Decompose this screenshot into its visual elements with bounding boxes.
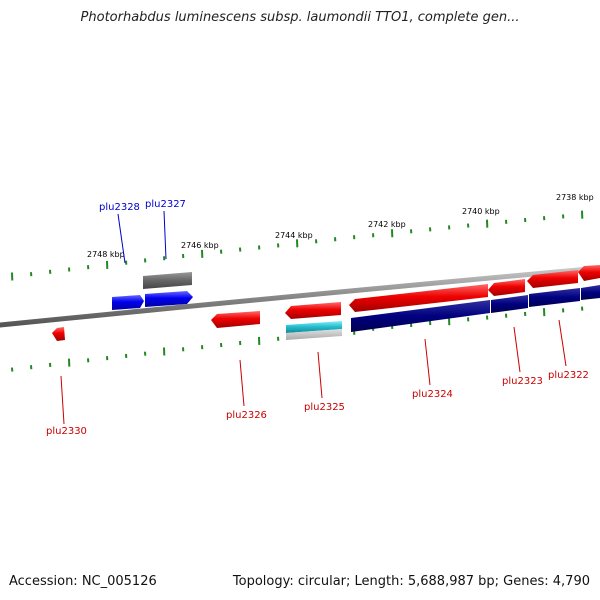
- outer-tick-ring: [11, 210, 584, 281]
- scale-label-2738: 2738 kbp: [556, 193, 594, 202]
- leader-plu2322: [558, 319, 567, 367]
- label-plu2327[interactable]: plu2327: [145, 199, 186, 210]
- accession-label: Accession: NC_005126: [9, 574, 157, 589]
- gene-plu2322[interactable]: [527, 270, 578, 288]
- leader-plu2327: [163, 210, 167, 260]
- gene-plu2323[interactable]: [488, 279, 525, 296]
- leader-plu2323: [513, 326, 521, 373]
- gene-plu2330[interactable]: [52, 327, 65, 341]
- label-plu2322[interactable]: plu2322: [548, 370, 589, 381]
- gene-plu2321-partial[interactable]: [578, 265, 600, 281]
- cds-track-plu2324[interactable]: [351, 300, 490, 332]
- label-plu2326[interactable]: plu2326: [226, 410, 267, 421]
- leader-plu2326: [239, 359, 245, 407]
- gene-plu2325[interactable]: [285, 302, 341, 319]
- scale-label-2744: 2744 kbp: [275, 231, 313, 240]
- scale-label-2748: 2748 kbp: [87, 250, 125, 259]
- scale-label-2740: 2740 kbp: [462, 207, 500, 216]
- gene-gray-feature[interactable]: [143, 272, 192, 289]
- genome-backbone: [0, 265, 600, 328]
- cds-track-plu2323[interactable]: [491, 295, 528, 313]
- genome-summary-label: Topology: circular; Length: 5,688,987 bp…: [232, 574, 590, 589]
- cds-track-partial[interactable]: [581, 285, 600, 300]
- scale-label-2742: 2742 kbp: [368, 220, 406, 229]
- label-plu2328[interactable]: plu2328: [99, 202, 140, 213]
- label-plu2325[interactable]: plu2325: [304, 402, 345, 413]
- gene-plu2327[interactable]: [145, 291, 193, 307]
- leader-plu2330: [60, 375, 65, 425]
- label-plu2323[interactable]: plu2323: [502, 376, 543, 387]
- label-plu2324[interactable]: plu2324: [412, 389, 453, 400]
- leader-plu2328: [117, 213, 126, 264]
- label-plu2330[interactable]: plu2330: [46, 426, 87, 437]
- gene-plu2325-light-feature[interactable]: [286, 329, 342, 340]
- cds-track-plu2322[interactable]: [529, 288, 580, 307]
- gene-plu2324[interactable]: [349, 284, 488, 312]
- map-title: Photorhabdus luminescens subsp. laumondi…: [80, 10, 520, 25]
- gene-plu2328[interactable]: [112, 295, 144, 310]
- leader-plu2325: [317, 351, 323, 399]
- gene-plu2326[interactable]: [211, 311, 260, 328]
- leader-plu2324: [424, 338, 431, 386]
- scale-label-2746: 2746 kbp: [181, 241, 219, 250]
